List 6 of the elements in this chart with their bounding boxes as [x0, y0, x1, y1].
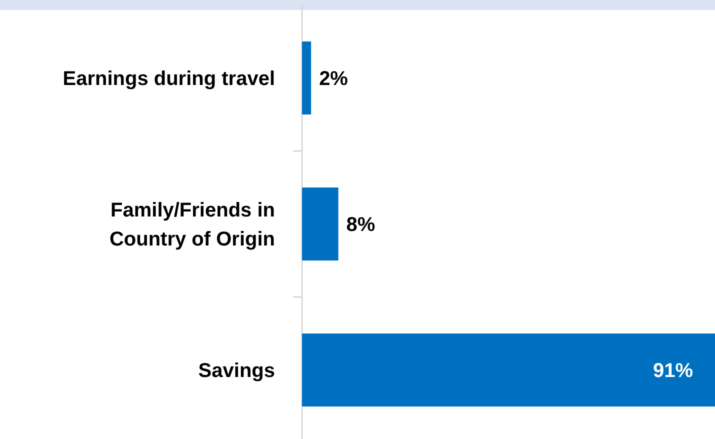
- y-tick-label: Earnings during travel: [62, 68, 275, 90]
- y-tick-label: Savings: [198, 360, 275, 382]
- data-label: 8%: [346, 214, 376, 236]
- data-label: 2%: [319, 68, 348, 90]
- y-tick-label: Family/Friends in Country of Origin: [109, 200, 275, 250]
- data-label: 91%: [652, 360, 694, 382]
